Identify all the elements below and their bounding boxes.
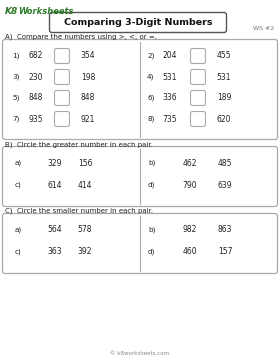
FancyBboxPatch shape [55,49,69,63]
Text: © k8worksheets.com: © k8worksheets.com [110,351,170,356]
Text: 564: 564 [48,225,62,234]
FancyBboxPatch shape [3,213,277,274]
FancyBboxPatch shape [190,49,206,63]
FancyBboxPatch shape [50,13,227,32]
Text: 354: 354 [81,51,95,60]
FancyBboxPatch shape [55,112,69,126]
Text: 848: 848 [81,94,95,103]
Text: 4): 4) [147,74,154,80]
FancyBboxPatch shape [3,147,277,207]
Text: 620: 620 [217,114,231,123]
Text: Worksheets: Worksheets [18,7,73,16]
Text: 790: 790 [183,180,197,189]
Text: 531: 531 [217,72,231,81]
Text: 5): 5) [12,95,19,101]
Text: 462: 462 [183,158,197,167]
Text: 198: 198 [81,72,95,81]
Text: b): b) [148,227,155,233]
Text: 156: 156 [78,158,92,167]
Text: 982: 982 [183,225,197,234]
FancyBboxPatch shape [55,90,69,105]
Text: 157: 157 [218,248,232,256]
Text: 848: 848 [29,94,43,103]
Text: 455: 455 [217,51,231,60]
Text: 414: 414 [78,180,92,189]
Text: 1): 1) [12,53,19,59]
Text: WS #2: WS #2 [253,26,274,31]
FancyBboxPatch shape [190,112,206,126]
Text: a): a) [15,227,22,233]
Text: 3): 3) [12,74,19,80]
Text: a): a) [15,160,22,166]
Text: 863: 863 [218,225,232,234]
Text: d): d) [148,249,155,255]
Text: 460: 460 [183,248,197,256]
Text: 485: 485 [218,158,232,167]
Text: 230: 230 [29,72,43,81]
Text: 6): 6) [147,95,154,101]
Text: 935: 935 [29,114,43,123]
Text: 682: 682 [29,51,43,60]
Text: c): c) [15,182,22,188]
Text: 363: 363 [48,248,62,256]
Text: 578: 578 [78,225,92,234]
Text: 7): 7) [12,116,19,122]
Text: 392: 392 [78,248,92,256]
Text: 921: 921 [81,114,95,123]
FancyBboxPatch shape [3,40,277,139]
Text: 639: 639 [218,180,232,189]
Text: 735: 735 [163,114,177,123]
Text: Comparing 3-Digit Numbers: Comparing 3-Digit Numbers [64,18,212,27]
FancyBboxPatch shape [190,69,206,85]
Text: 8): 8) [147,116,154,122]
Text: A)  Compare the numbers using >, <, or =.: A) Compare the numbers using >, <, or =. [5,34,157,40]
Text: C)  Circle the smaller number in each pair.: C) Circle the smaller number in each pai… [5,208,153,215]
Text: 189: 189 [217,94,231,103]
Text: K8: K8 [5,7,18,16]
Text: d): d) [148,182,155,188]
Text: 336: 336 [163,94,177,103]
Text: b): b) [148,160,155,166]
FancyBboxPatch shape [55,69,69,85]
Text: 329: 329 [48,158,62,167]
Text: 614: 614 [48,180,62,189]
FancyBboxPatch shape [190,90,206,105]
Text: 204: 204 [163,51,177,60]
Text: 2): 2) [147,53,154,59]
Text: c): c) [15,249,22,255]
Text: B)  Circle the greater number in each pair.: B) Circle the greater number in each pai… [5,141,153,148]
Text: 531: 531 [163,72,177,81]
